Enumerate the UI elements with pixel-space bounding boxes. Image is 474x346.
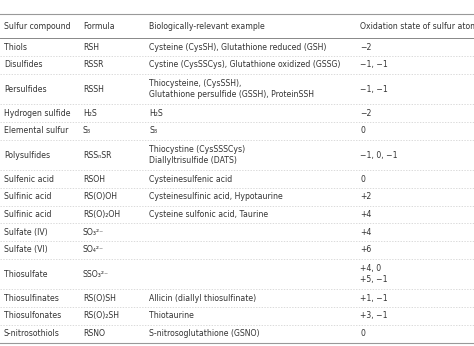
Text: H₂S: H₂S <box>149 109 163 118</box>
Text: +4: +4 <box>360 228 372 237</box>
Text: S-nitrosoglutathione (GSNO): S-nitrosoglutathione (GSNO) <box>149 329 260 338</box>
Text: Sulfinic acid: Sulfinic acid <box>4 192 51 201</box>
Text: Disulfides: Disulfides <box>4 61 42 70</box>
Text: +2: +2 <box>360 192 372 201</box>
Text: Thiocystine (CysSSSCys)
Diallyltrisulfide (DATS): Thiocystine (CysSSSCys) Diallyltrisulfid… <box>149 145 246 165</box>
Text: Biologically-relevant example: Biologically-relevant example <box>149 21 265 30</box>
Text: S₈: S₈ <box>149 126 157 135</box>
Text: Oxidation state of sulfur atom: Oxidation state of sulfur atom <box>360 21 474 30</box>
Text: Thiosulfonates: Thiosulfonates <box>4 311 61 320</box>
Text: RSSₙSR: RSSₙSR <box>83 151 111 160</box>
Text: Thiotaurine: Thiotaurine <box>149 311 194 320</box>
Text: Sulfate (VI): Sulfate (VI) <box>4 245 47 255</box>
Text: Elemental sulfur: Elemental sulfur <box>4 126 68 135</box>
Text: Sulfenic acid: Sulfenic acid <box>4 175 54 184</box>
Text: +4, 0
+5, −1: +4, 0 +5, −1 <box>360 264 388 284</box>
Text: SO₃²⁻: SO₃²⁻ <box>83 228 104 237</box>
Text: 0: 0 <box>360 329 365 338</box>
Text: −2: −2 <box>360 109 372 118</box>
Text: H₂S: H₂S <box>83 109 97 118</box>
Text: RS(O)₂SH: RS(O)₂SH <box>83 311 119 320</box>
Text: RSSH: RSSH <box>83 84 104 93</box>
Text: RSSR: RSSR <box>83 61 103 70</box>
Text: RS(O)OH: RS(O)OH <box>83 192 117 201</box>
Text: +4: +4 <box>360 210 372 219</box>
Text: 0: 0 <box>360 126 365 135</box>
Text: +3, −1: +3, −1 <box>360 311 388 320</box>
Text: Allicin (diallyl thiosulfinate): Allicin (diallyl thiosulfinate) <box>149 294 256 303</box>
Text: 0: 0 <box>360 175 365 184</box>
Text: Cysteine (CysSH), Glutathione reduced (GSH): Cysteine (CysSH), Glutathione reduced (G… <box>149 43 327 52</box>
Text: Thiocysteine, (CysSSH),
Glutathione persulfide (GSSH), ProteinSSH: Thiocysteine, (CysSSH), Glutathione pers… <box>149 79 314 99</box>
Text: RS(O)SH: RS(O)SH <box>83 294 116 303</box>
Text: +1, −1: +1, −1 <box>360 294 388 303</box>
Text: RS(O)₂OH: RS(O)₂OH <box>83 210 120 219</box>
Text: S-nitrosothiols: S-nitrosothiols <box>4 329 60 338</box>
Text: Thiosulfate: Thiosulfate <box>4 270 47 279</box>
Text: +6: +6 <box>360 245 372 255</box>
Text: Sulfate (IV): Sulfate (IV) <box>4 228 47 237</box>
Text: RSH: RSH <box>83 43 99 52</box>
Text: SSO₃²⁻: SSO₃²⁻ <box>83 270 109 279</box>
Text: Persulfides: Persulfides <box>4 84 46 93</box>
Text: Sulfur compound: Sulfur compound <box>4 21 71 30</box>
Text: Cysteinesulfinic acid, Hypotaurine: Cysteinesulfinic acid, Hypotaurine <box>149 192 283 201</box>
Text: Polysulfides: Polysulfides <box>4 151 50 160</box>
Text: −2: −2 <box>360 43 372 52</box>
Text: −1, −1: −1, −1 <box>360 61 388 70</box>
Text: Cystine (CysSSCys), Glutathione oxidized (GSSG): Cystine (CysSSCys), Glutathione oxidized… <box>149 61 341 70</box>
Text: Sulfinic acid: Sulfinic acid <box>4 210 51 219</box>
Text: S₈: S₈ <box>83 126 91 135</box>
Text: −1, 0, −1: −1, 0, −1 <box>360 151 398 160</box>
Text: Cysteinesulfenic acid: Cysteinesulfenic acid <box>149 175 233 184</box>
Text: RSOH: RSOH <box>83 175 105 184</box>
Text: −1, −1: −1, −1 <box>360 84 388 93</box>
Text: Hydrogen sulfide: Hydrogen sulfide <box>4 109 70 118</box>
Text: Formula: Formula <box>83 21 115 30</box>
Text: Thiols: Thiols <box>4 43 27 52</box>
Text: RSNO: RSNO <box>83 329 105 338</box>
Text: SO₄²⁻: SO₄²⁻ <box>83 245 104 255</box>
Text: Cysteine sulfonic acid, Taurine: Cysteine sulfonic acid, Taurine <box>149 210 268 219</box>
Text: Thiosulfinates: Thiosulfinates <box>4 294 59 303</box>
